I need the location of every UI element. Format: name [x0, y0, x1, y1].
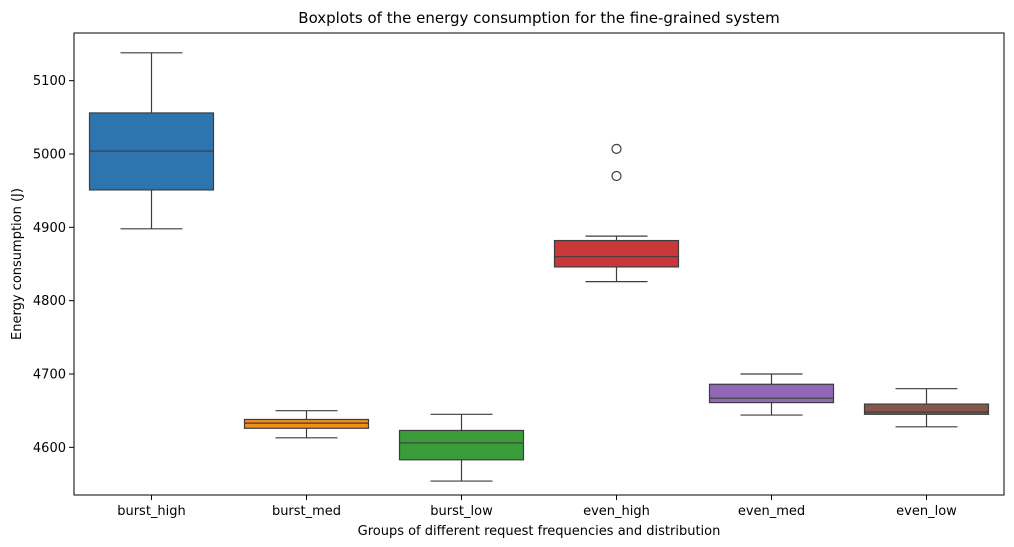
y-tick-label: 5100	[33, 74, 66, 89]
box-even_low	[863, 388, 990, 428]
boxes-group	[88, 52, 990, 482]
y-tick-label: 4700	[33, 368, 66, 383]
y-tick-label: 5000	[33, 148, 66, 163]
box-burst_med	[243, 410, 370, 439]
y-tick-label: 4900	[33, 221, 66, 236]
iqr-box	[708, 383, 835, 404]
box-even_med	[708, 373, 835, 416]
x-tick-label: burst_high	[117, 504, 186, 519]
outlier-point	[611, 170, 622, 182]
iqr-box	[863, 403, 990, 415]
x-axis-ticks: burst_high burst_med burst_low even_high eve…	[117, 495, 957, 519]
y-tick-label: 4600	[33, 441, 66, 456]
y-axis-label: Energy consumption (J)	[10, 188, 25, 340]
x-tick-label: even_high	[583, 504, 650, 519]
chart-title: Boxplots of the energy consumption for t…	[298, 9, 779, 27]
plot-area	[73, 32, 1005, 496]
box-even_high	[553, 143, 680, 283]
x-tick-label: burst_med	[272, 504, 341, 519]
y-axis-ticks: 4600 4700 4800 4900 5000 5100	[33, 74, 74, 456]
outlier-point	[611, 143, 622, 154]
iqr-box	[553, 239, 680, 268]
x-axis-label: Groups of different request frequencies …	[358, 524, 721, 539]
x-tick-label: burst_low	[430, 504, 493, 519]
box-burst_high	[88, 52, 215, 230]
iqr-box	[243, 418, 370, 429]
y-tick-label: 4800	[33, 294, 66, 309]
iqr-box	[398, 429, 525, 461]
x-tick-label: even_low	[896, 504, 957, 519]
x-tick-label: even_med	[738, 504, 805, 519]
box-burst_low	[398, 413, 525, 482]
